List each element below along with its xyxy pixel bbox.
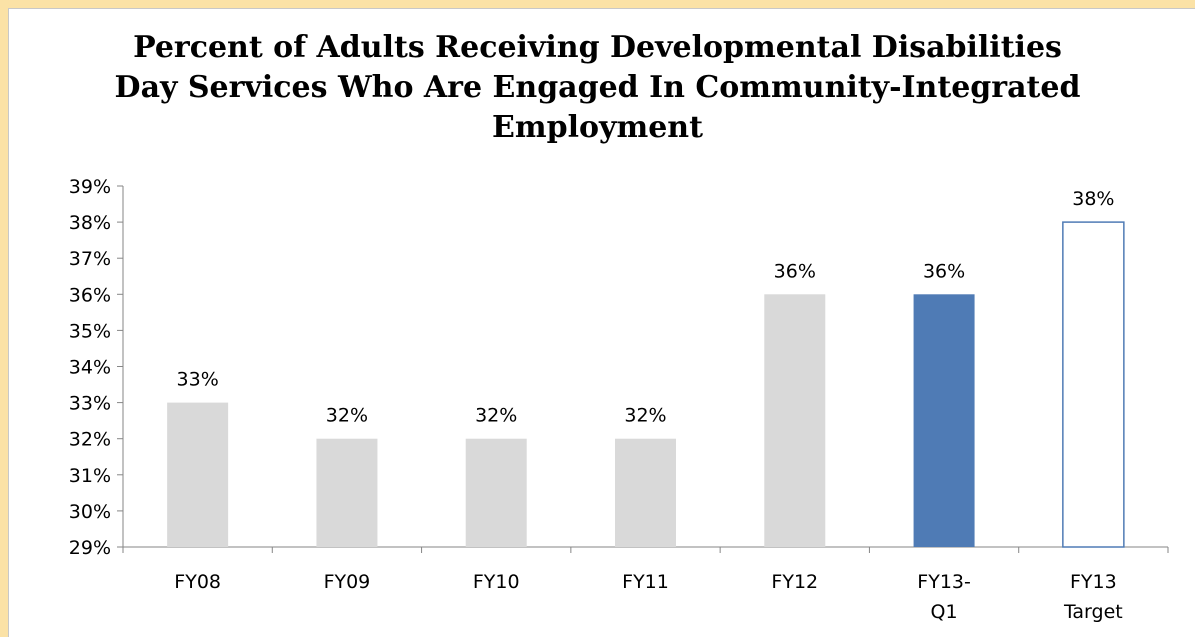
bar-4	[764, 294, 826, 547]
bar-3	[615, 438, 676, 547]
y-tick-label: 38%	[69, 212, 111, 234]
data-label: 36%	[774, 260, 816, 282]
y-tick-label: 36%	[69, 284, 111, 306]
data-label: 32%	[326, 405, 368, 427]
bar-6	[1062, 221, 1125, 548]
bar-0	[167, 402, 229, 547]
y-tick-label: 29%	[69, 537, 111, 559]
data-label: 33%	[177, 369, 219, 391]
chart-title: Percent of Adults Receiving Developmenta…	[114, 30, 1081, 145]
x-tick-label: FY13-Q1	[917, 571, 971, 623]
data-label: 32%	[475, 405, 517, 427]
x-tick-label: FY12	[771, 571, 818, 593]
bar-5	[913, 294, 975, 547]
bar-1	[316, 438, 378, 547]
x-tick-label: FY08	[174, 571, 221, 593]
data-label: 32%	[624, 405, 666, 427]
y-tick-label: 30%	[69, 501, 111, 523]
x-tick-label: FY13 Target	[1063, 571, 1123, 623]
y-tick-label: 37%	[69, 248, 111, 270]
x-tick-label: FY10	[473, 571, 520, 593]
y-tick-label: 33%	[69, 393, 111, 415]
y-tick-label: 32%	[69, 429, 111, 451]
y-tick-label: 31%	[69, 465, 111, 487]
x-tick-label: FY09	[324, 571, 371, 593]
y-tick-label: 35%	[69, 320, 111, 342]
y-tick-label: 39%	[69, 176, 111, 198]
chart-area-border	[8, 8, 1195, 637]
y-tick-label: 34%	[69, 357, 111, 379]
x-tick-label: FY11	[622, 571, 669, 593]
data-label: 38%	[1072, 188, 1114, 210]
data-label: 36%	[923, 260, 965, 282]
bar-2	[465, 438, 527, 547]
